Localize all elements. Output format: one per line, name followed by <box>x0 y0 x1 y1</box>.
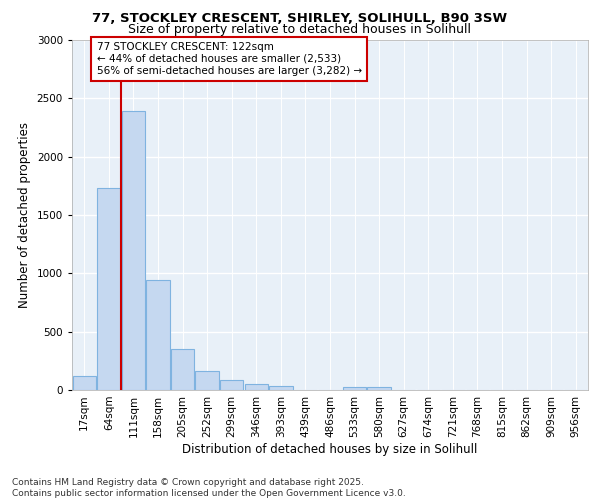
Bar <box>269 386 293 390</box>
Bar <box>146 280 170 390</box>
Bar <box>220 380 244 390</box>
Bar <box>73 376 96 390</box>
Bar <box>171 349 194 390</box>
Bar <box>343 387 366 390</box>
Y-axis label: Number of detached properties: Number of detached properties <box>18 122 31 308</box>
Text: Size of property relative to detached houses in Solihull: Size of property relative to detached ho… <box>128 22 472 36</box>
Bar <box>196 372 219 390</box>
Bar <box>122 111 145 390</box>
Text: 77, STOCKLEY CRESCENT, SHIRLEY, SOLIHULL, B90 3SW: 77, STOCKLEY CRESCENT, SHIRLEY, SOLIHULL… <box>92 12 508 24</box>
Text: Contains HM Land Registry data © Crown copyright and database right 2025.
Contai: Contains HM Land Registry data © Crown c… <box>12 478 406 498</box>
Bar <box>97 188 121 390</box>
Bar <box>245 384 268 390</box>
Text: 77 STOCKLEY CRESCENT: 122sqm
← 44% of detached houses are smaller (2,533)
56% of: 77 STOCKLEY CRESCENT: 122sqm ← 44% of de… <box>97 42 362 76</box>
Bar <box>367 387 391 390</box>
X-axis label: Distribution of detached houses by size in Solihull: Distribution of detached houses by size … <box>182 442 478 456</box>
